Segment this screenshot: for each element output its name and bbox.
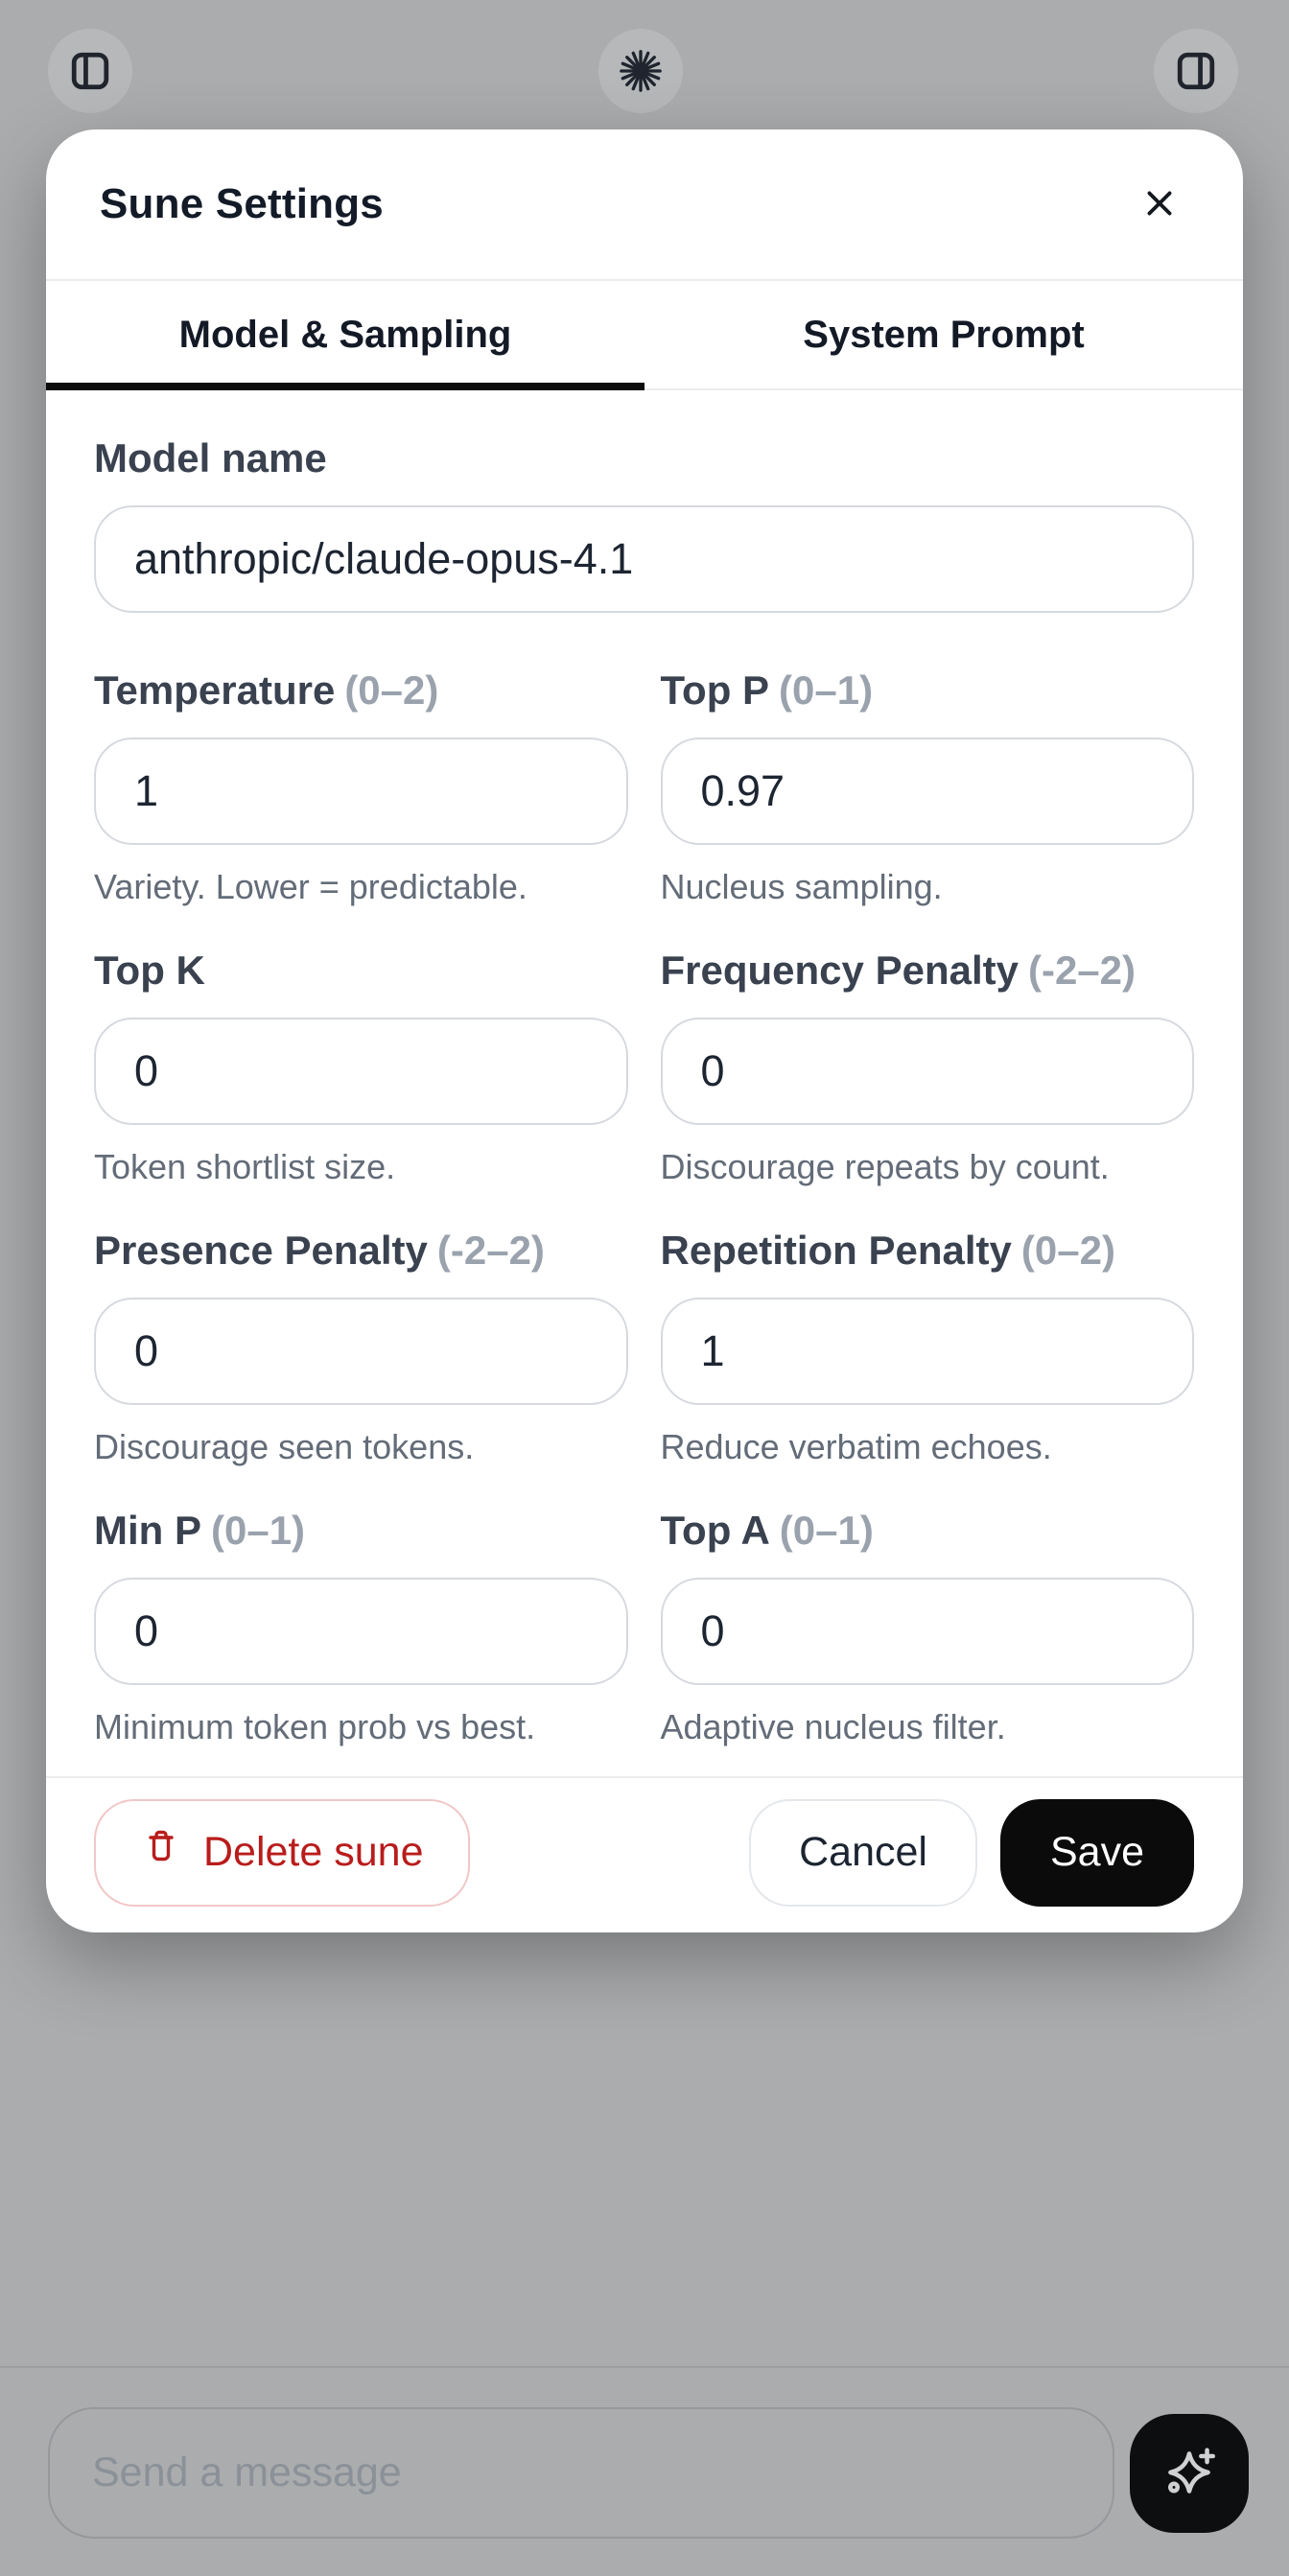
composer-divider <box>0 2366 1289 2368</box>
presence-penalty-input[interactable] <box>94 1298 628 1405</box>
panel-right-icon <box>1171 46 1221 96</box>
trash-icon <box>140 1826 182 1879</box>
field-top-p: Top P(0–1) Nucleus sampling. <box>660 667 1194 908</box>
tab-model-sampling[interactable]: Model & Sampling <box>46 281 644 390</box>
top-p-input[interactable] <box>660 738 1194 845</box>
temperature-help: Variety. Lower = predictable. <box>94 867 527 906</box>
top-k-help: Token shortlist size. <box>94 1147 396 1186</box>
dialog-header: Sune Settings <box>46 129 1243 281</box>
close-button[interactable] <box>1132 176 1187 234</box>
save-button[interactable]: Save <box>999 1798 1194 1907</box>
tab-system-prompt[interactable]: System Prompt <box>644 281 1243 388</box>
presence-penalty-label: Presence Penalty <box>94 1228 428 1273</box>
presence-penalty-range: (-2–2) <box>436 1228 545 1273</box>
cancel-button[interactable]: Cancel <box>749 1798 977 1907</box>
repetition-penalty-input[interactable] <box>660 1298 1194 1405</box>
top-k-input[interactable] <box>94 1018 628 1125</box>
temperature-range: (0–2) <box>344 667 439 713</box>
min-p-range: (0–1) <box>211 1508 306 1553</box>
min-p-input[interactable] <box>94 1578 628 1685</box>
field-top-k: Top K Token shortlist size. <box>94 947 628 1188</box>
field-min-p: Min P(0–1) Minimum token prob vs best. <box>94 1507 628 1748</box>
top-a-help: Adaptive nucleus filter. <box>660 1707 1006 1746</box>
dialog-footer: Delete sune Cancel Save <box>46 1776 1243 1932</box>
top-p-range: (0–1) <box>779 667 874 713</box>
top-k-label: Top K <box>94 948 205 993</box>
top-p-label: Top P <box>660 667 770 713</box>
frequency-penalty-help: Discourage repeats by count. <box>660 1147 1110 1186</box>
field-repetition-penalty: Repetition Penalty(0–2) Reduce verbatim … <box>660 1227 1194 1468</box>
min-p-label: Min P <box>94 1508 201 1553</box>
left-sidebar-toggle-button[interactable] <box>48 29 132 113</box>
top-a-input[interactable] <box>660 1578 1194 1685</box>
presence-penalty-help: Discourage seen tokens. <box>94 1427 475 1466</box>
close-icon <box>1137 181 1182 228</box>
field-frequency-penalty: Frequency Penalty(-2–2) Discourage repea… <box>660 947 1194 1188</box>
right-sidebar-toggle-button[interactable] <box>1154 29 1238 113</box>
repetition-penalty-range: (0–2) <box>1020 1228 1115 1273</box>
delete-sune-label: Delete sune <box>203 1829 424 1875</box>
sampling-grid: Temperature(0–2) Variety. Lower = predic… <box>94 667 1194 1748</box>
frequency-penalty-label: Frequency Penalty <box>660 948 1019 993</box>
field-model-name: Model name <box>94 434 1194 613</box>
dialog-tabs: Model & Sampling System Prompt <box>46 281 1243 390</box>
temperature-input[interactable] <box>94 738 628 845</box>
center-spinner-button[interactable] <box>598 29 683 113</box>
model-name-label: Model name <box>94 435 327 480</box>
panel-left-icon <box>65 46 115 96</box>
sune-settings-dialog: Sune Settings Model & Sampling System Pr… <box>46 129 1243 1932</box>
sparkle-plus-icon <box>1158 2441 1221 2507</box>
top-a-label: Top A <box>660 1508 770 1553</box>
message-input[interactable] <box>48 2407 1114 2539</box>
temperature-label: Temperature <box>94 667 336 713</box>
field-presence-penalty: Presence Penalty(-2–2) Discourage seen t… <box>94 1227 628 1468</box>
model-name-input[interactable] <box>94 505 1194 613</box>
send-message-button[interactable] <box>1130 2414 1249 2533</box>
dialog-title: Sune Settings <box>100 180 384 227</box>
delete-sune-button[interactable]: Delete sune <box>94 1798 470 1907</box>
starburst-icon <box>614 44 668 98</box>
frequency-penalty-input[interactable] <box>660 1018 1194 1125</box>
repetition-penalty-help: Reduce verbatim echoes. <box>660 1427 1052 1466</box>
min-p-help: Minimum token prob vs best. <box>94 1707 536 1746</box>
dialog-body: Model name Temperature(0–2) Variety. Low… <box>46 390 1243 1776</box>
repetition-penalty-label: Repetition Penalty <box>660 1228 1012 1273</box>
top-p-help: Nucleus sampling. <box>660 867 943 906</box>
top-a-range: (0–1) <box>779 1508 874 1553</box>
field-top-a: Top A(0–1) Adaptive nucleus filter. <box>660 1507 1194 1748</box>
field-temperature: Temperature(0–2) Variety. Lower = predic… <box>94 667 628 908</box>
frequency-penalty-range: (-2–2) <box>1027 948 1137 993</box>
